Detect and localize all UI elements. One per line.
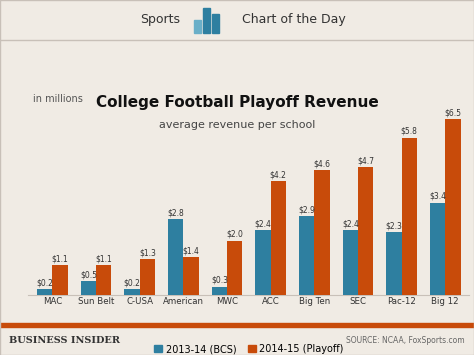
Text: $2.4: $2.4 (255, 219, 272, 228)
Bar (81, 281, 96, 295)
Text: $6.5: $6.5 (445, 108, 461, 117)
Bar (386, 233, 401, 295)
Bar (401, 138, 417, 295)
Text: $0.3: $0.3 (211, 276, 228, 285)
Bar (168, 219, 183, 295)
Text: Sports: Sports (140, 13, 180, 26)
Bar (299, 216, 314, 295)
Text: $4.6: $4.6 (313, 159, 330, 169)
Text: $0.2: $0.2 (36, 279, 53, 288)
Text: Chart of the Day: Chart of the Day (242, 13, 346, 26)
Bar (271, 181, 286, 295)
Text: $1.3: $1.3 (139, 249, 156, 258)
Text: $4.7: $4.7 (357, 157, 374, 166)
Text: $2.9: $2.9 (298, 206, 315, 214)
Text: College Football Playoff Revenue: College Football Playoff Revenue (96, 95, 378, 110)
Bar (445, 119, 461, 295)
Bar (255, 230, 271, 295)
Bar (96, 265, 111, 295)
Text: $1.1: $1.1 (52, 254, 68, 263)
Bar (0, 323, 474, 327)
Bar (343, 230, 358, 295)
Text: BUSINESS INSIDER: BUSINESS INSIDER (9, 336, 120, 345)
Text: $2.8: $2.8 (167, 208, 184, 217)
Bar (203, 8, 210, 33)
Bar (125, 289, 140, 295)
Bar (430, 203, 445, 295)
Text: $4.2: $4.2 (270, 170, 287, 179)
Bar (53, 265, 68, 295)
Text: in millions: in millions (33, 94, 83, 104)
Bar (194, 20, 201, 33)
Legend: 2013-14 (BCS), 2014-15 (Playoff): 2013-14 (BCS), 2014-15 (Playoff) (154, 344, 344, 354)
Text: $0.2: $0.2 (124, 279, 140, 288)
Text: average revenue per school: average revenue per school (159, 120, 315, 130)
Text: $0.5: $0.5 (80, 271, 97, 279)
Text: SOURCE: NCAA, FoxSports.com: SOURCE: NCAA, FoxSports.com (346, 336, 465, 345)
Text: $2.3: $2.3 (385, 222, 402, 231)
Bar (227, 240, 242, 295)
Bar (183, 257, 199, 295)
Bar (212, 13, 219, 33)
Text: $1.1: $1.1 (95, 254, 112, 263)
Bar (212, 286, 227, 295)
Bar (314, 170, 329, 295)
Text: $1.4: $1.4 (182, 246, 200, 255)
Bar (37, 289, 53, 295)
Text: $3.4: $3.4 (429, 192, 446, 201)
Text: $5.8: $5.8 (401, 127, 418, 136)
Bar (358, 168, 373, 295)
Text: $2.0: $2.0 (226, 230, 243, 239)
Text: $2.4: $2.4 (342, 219, 359, 228)
Bar (140, 260, 155, 295)
